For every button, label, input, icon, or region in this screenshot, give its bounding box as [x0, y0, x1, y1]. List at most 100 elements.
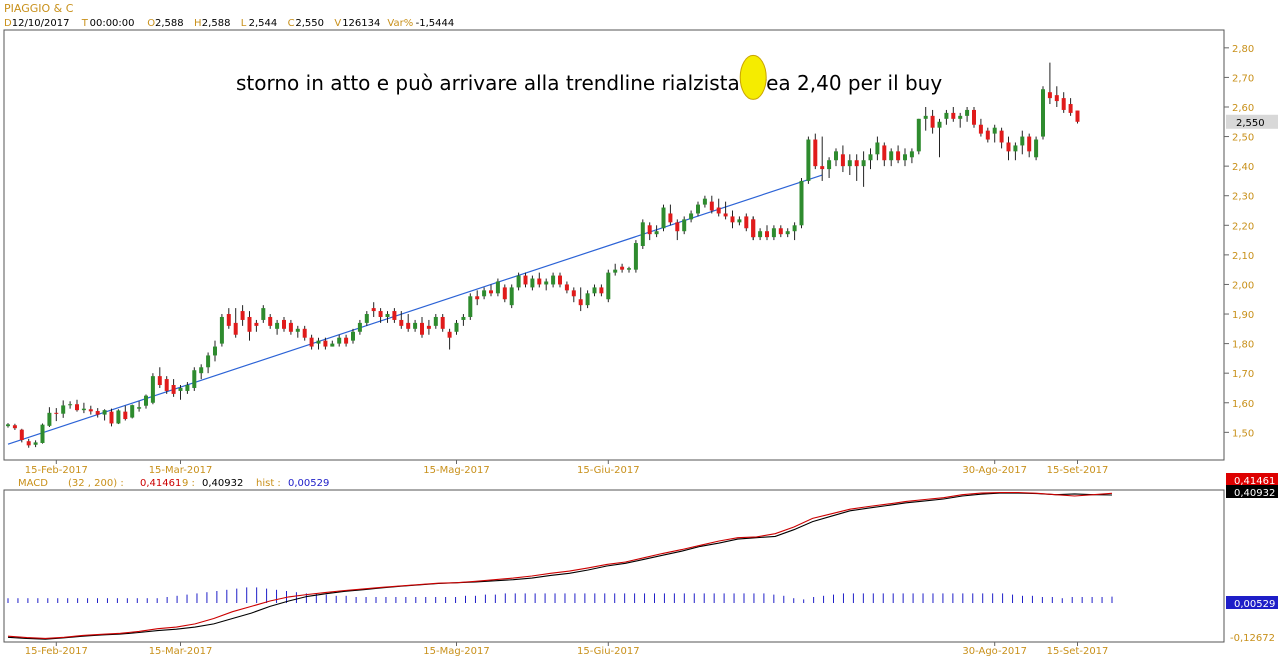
candle-body	[495, 281, 500, 294]
candle-body	[475, 296, 480, 300]
price-tick-label: 2,50	[1232, 133, 1254, 144]
candle	[909, 148, 914, 164]
candle-body	[26, 441, 31, 446]
ohlc-value-c: 2,550	[295, 18, 324, 29]
candle	[889, 148, 894, 167]
candle	[406, 314, 411, 332]
candle	[1034, 136, 1039, 161]
candle-body	[440, 316, 445, 329]
candle	[827, 157, 832, 178]
candle	[923, 106, 928, 131]
macd-series-1	[7, 491, 1113, 639]
candle-body	[1054, 95, 1059, 102]
candle-body	[1020, 136, 1025, 146]
candle-body	[606, 272, 611, 300]
candle	[282, 316, 286, 332]
candle	[1027, 133, 1032, 158]
time-tick-label: 15-Giu-2017	[577, 465, 640, 476]
candle	[75, 399, 79, 412]
candle	[495, 278, 500, 297]
candle	[620, 263, 625, 273]
candle-body	[978, 124, 983, 134]
candle-body	[240, 311, 245, 320]
candle	[627, 266, 631, 273]
signal-value: 0,40932	[202, 478, 243, 489]
candle-body	[337, 337, 342, 344]
candle	[716, 198, 721, 217]
candle	[440, 314, 445, 332]
time-tick-label: 15-Mag-2017	[423, 646, 490, 657]
candle	[116, 409, 121, 425]
candle	[489, 284, 493, 297]
candle-body	[489, 290, 493, 294]
candle	[150, 373, 155, 405]
candle	[392, 308, 397, 323]
candle	[192, 367, 197, 391]
candle-body	[40, 424, 45, 443]
candle	[226, 308, 231, 329]
candle-body	[406, 322, 411, 329]
candle	[1068, 98, 1073, 116]
candle	[834, 148, 838, 167]
time-tick-label: 15-Feb-2017	[25, 646, 88, 657]
hist-tag: 0,00529	[1234, 599, 1275, 610]
candle	[792, 222, 797, 241]
price-panel-frame	[3, 29, 1225, 461]
price-tick-label: 1,60	[1232, 399, 1254, 410]
candle-body	[551, 275, 556, 285]
candle	[633, 240, 638, 273]
candle	[295, 325, 300, 338]
candle	[1020, 130, 1025, 155]
candle-body	[640, 222, 645, 246]
ohlc-value-l: 2,544	[249, 18, 278, 29]
candle	[723, 201, 728, 220]
price-tick-label: 2,70	[1232, 73, 1254, 84]
candle-body	[468, 296, 473, 317]
candle	[219, 314, 224, 347]
trendline-layer	[7, 174, 823, 445]
candle	[903, 148, 907, 167]
candle-body	[309, 337, 314, 347]
candle-body	[1061, 98, 1066, 110]
candle	[744, 213, 749, 232]
candle-body	[875, 142, 880, 155]
candle	[530, 275, 535, 291]
price-tick-label: 2,00	[1232, 280, 1254, 291]
candle	[840, 145, 845, 173]
ohlc-readout: D 12/10/2017 T 00:00:00 O 2,588 H 2,588 L 2,544 C 2…	[4, 18, 454, 29]
candle	[275, 319, 280, 335]
candle	[965, 106, 970, 122]
candle-body	[392, 311, 397, 320]
candle	[33, 440, 38, 448]
candle	[344, 334, 349, 347]
candle-body	[378, 311, 383, 317]
candle-body	[213, 346, 217, 356]
candle-body	[6, 424, 10, 427]
candle-body	[164, 379, 169, 391]
candle-body	[295, 328, 300, 332]
candle	[254, 319, 259, 332]
candle-body	[827, 160, 832, 170]
ohlc-key-l: L	[241, 18, 247, 29]
candle-body	[654, 231, 659, 235]
candle-body	[903, 154, 907, 161]
candle	[502, 284, 507, 303]
candle	[1054, 86, 1059, 107]
candle-body	[399, 319, 404, 326]
candle	[758, 228, 763, 241]
candle-body	[130, 405, 135, 418]
candle	[482, 287, 487, 300]
time-tick-label: 15-Feb-2017	[25, 465, 88, 476]
time-tick-label: 15-Mar-2017	[149, 646, 213, 657]
candle	[1061, 92, 1066, 113]
signal-tag-box	[1226, 485, 1278, 498]
candle	[164, 376, 169, 394]
candle-body	[54, 412, 59, 414]
time-tick-label: 15-Set-2017	[1047, 465, 1109, 476]
candle	[309, 334, 314, 350]
candle-body	[889, 151, 894, 161]
hist-tag-box	[1226, 596, 1278, 609]
candle	[564, 281, 569, 294]
candle-body	[68, 404, 73, 406]
candle	[468, 293, 473, 320]
